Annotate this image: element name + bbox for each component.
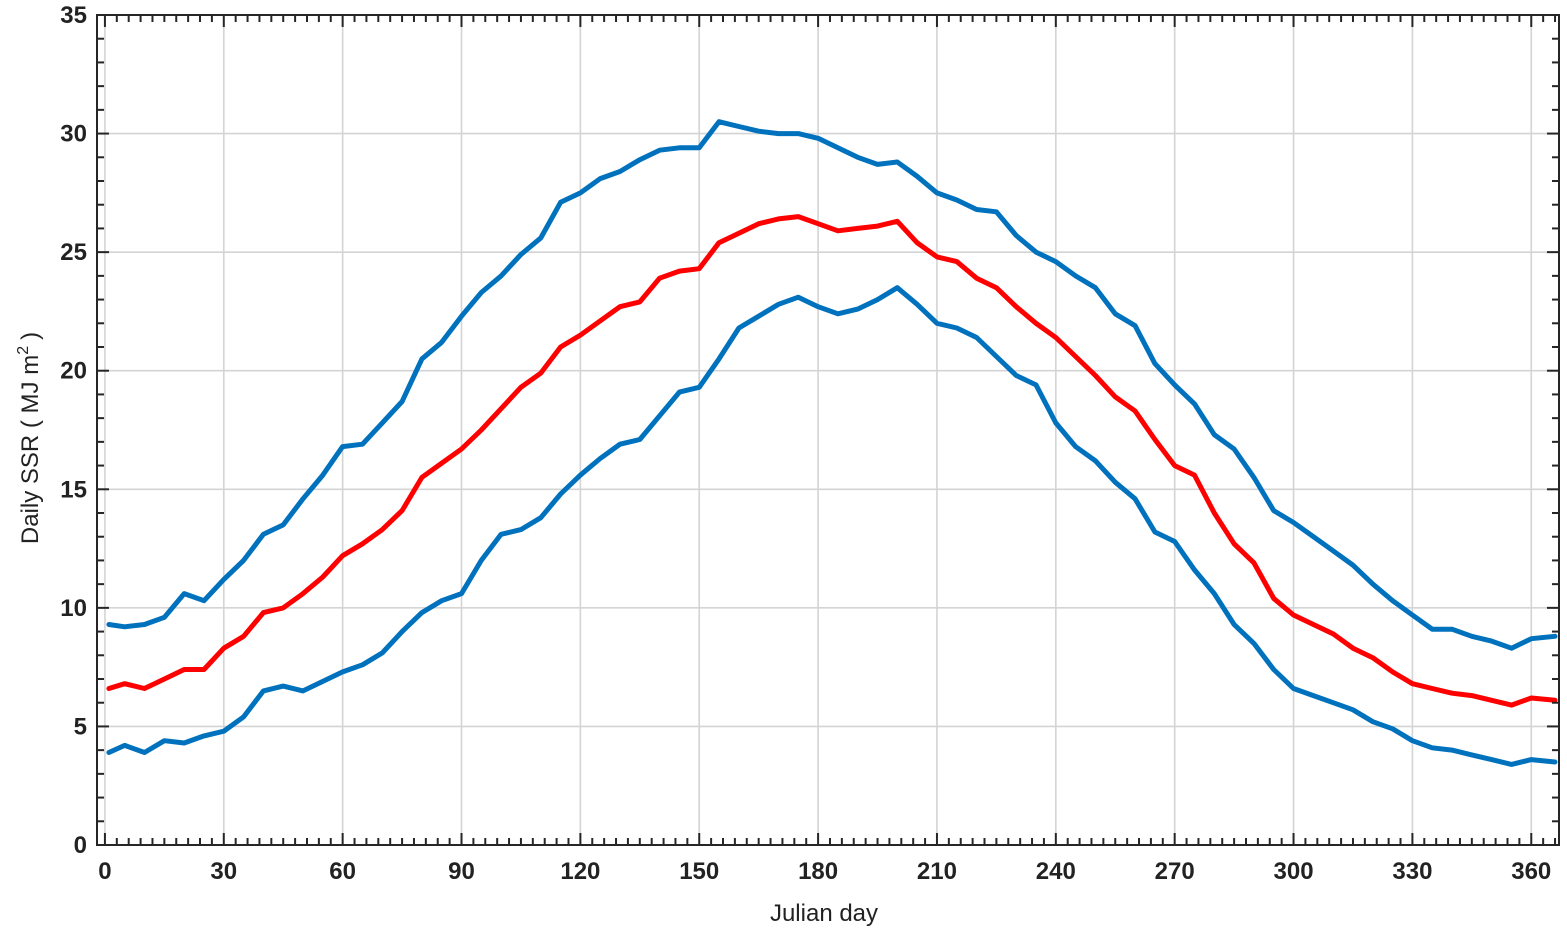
x-tick-label: 0 xyxy=(98,858,111,885)
x-tick-label: 150 xyxy=(679,858,719,885)
y-tick-labels: 0 5 10 15 20 25 30 35 xyxy=(60,2,87,859)
x-tick-labels: 0 30 60 90 120 150 180 210 240 270 300 330 360 xyxy=(98,858,1551,885)
series-group xyxy=(106,119,1558,767)
x-tick-label: 120 xyxy=(560,858,600,885)
y-tick-label: 25 xyxy=(60,239,87,266)
y-axis-title-superscript: 2 xyxy=(15,346,32,355)
x-tick-label: 30 xyxy=(210,858,237,885)
x-tick-label: 300 xyxy=(1274,858,1314,885)
y-tick-label: 20 xyxy=(60,358,87,385)
y-axis-title-main: Daily SSR ( MJ m xyxy=(17,355,44,544)
x-tick-label: 90 xyxy=(448,858,475,885)
x-tick-label: 360 xyxy=(1511,858,1551,885)
plot-area xyxy=(97,15,1559,845)
x-tick-label: 180 xyxy=(798,858,838,885)
y-tick-label: 0 xyxy=(74,832,87,859)
y-tick-label: 15 xyxy=(60,476,87,503)
axes-box xyxy=(96,14,1560,846)
x-tick-label: 330 xyxy=(1392,858,1432,885)
upper-series-line xyxy=(106,119,1558,651)
y-tick-label: 35 xyxy=(60,2,87,29)
x-tick-label: 240 xyxy=(1036,858,1076,885)
x-tick-label: 270 xyxy=(1155,858,1195,885)
lower-series-line xyxy=(106,285,1558,767)
x-tick-label: 60 xyxy=(329,858,356,885)
x-tick-label: 210 xyxy=(917,858,957,885)
y-tick-label: 10 xyxy=(60,595,87,622)
y-axis-title: Daily SSR ( MJ m2) xyxy=(15,332,44,544)
y-tick-label: 5 xyxy=(74,713,87,740)
grid xyxy=(97,15,1559,845)
y-tick-label: 30 xyxy=(60,121,87,148)
ticks xyxy=(97,14,1559,846)
y-axis-title-close: ) xyxy=(17,332,44,340)
mean-series-line xyxy=(106,214,1558,708)
x-axis-title: Julian day xyxy=(770,900,878,927)
